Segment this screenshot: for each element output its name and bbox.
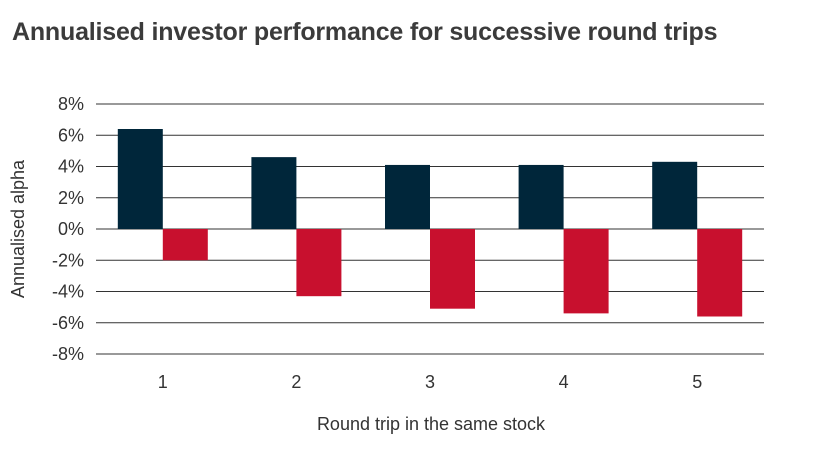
bar <box>563 229 609 314</box>
x-tick-label: 5 <box>692 372 702 392</box>
y-tick-label: 6% <box>58 125 84 145</box>
bar <box>296 229 342 297</box>
x-tick-label: 2 <box>291 372 301 392</box>
y-tick-label: -6% <box>52 313 84 333</box>
bar <box>251 157 297 229</box>
bar <box>117 129 163 229</box>
y-tick-label: -8% <box>52 344 84 364</box>
bar <box>697 229 743 317</box>
x-tick-label: 1 <box>158 372 168 392</box>
bar <box>385 164 430 229</box>
x-tick-labels: 1 2 3 4 5 <box>158 372 702 392</box>
y-axis-label: Annualised alpha <box>8 159 28 298</box>
x-tick-label: 4 <box>559 372 569 392</box>
x-axis-label: Round trip in the same stock <box>317 414 546 434</box>
y-tick-label: -4% <box>52 282 84 302</box>
y-tick-label: 2% <box>58 188 84 208</box>
bar <box>652 161 698 229</box>
bar <box>162 229 208 261</box>
y-tick-label: 4% <box>58 157 84 177</box>
y-tick-label: 8% <box>58 94 84 114</box>
x-tick-label: 3 <box>425 372 435 392</box>
chart-title: Annualised investor performance for succ… <box>12 18 718 46</box>
y-tick-label: -2% <box>52 250 84 270</box>
bars <box>117 129 743 317</box>
y-tick-labels: 8% 6% 4% 2% 0% -2% -4% -6% -8% <box>52 94 84 364</box>
bar <box>430 229 475 309</box>
bar <box>518 164 564 229</box>
y-tick-label: 0% <box>58 219 84 239</box>
